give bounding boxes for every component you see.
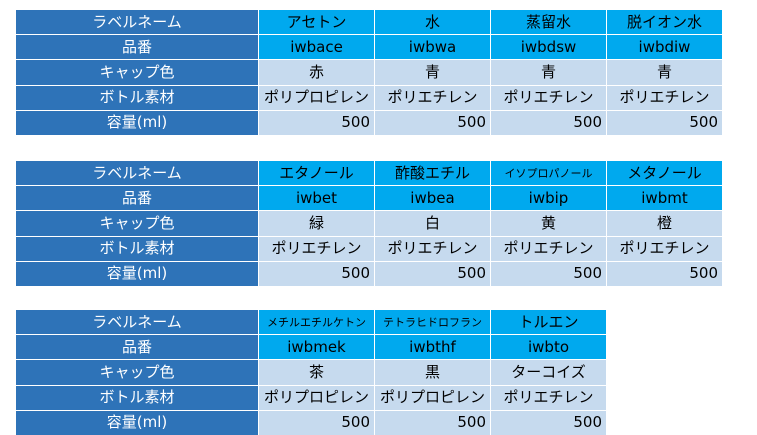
- material-cell: ポリエチレン: [491, 85, 606, 110]
- volume-cell: 500: [607, 261, 722, 286]
- part-number-cell: iwbwa: [375, 35, 490, 60]
- cap-color-cell: 黄: [491, 211, 606, 236]
- volume-cell: 500: [375, 261, 490, 286]
- volume-cell: 500: [375, 110, 490, 135]
- cap-color-cell: 橙: [607, 211, 722, 236]
- bottle-table-3: ラベルネーム メチルエチルケトン テトラヒドロフラン トルエン 品番 iwbme…: [16, 310, 606, 435]
- label-name-cell: イソプロパノール: [491, 161, 606, 186]
- row-label-bottle-material: ボトル素材: [16, 236, 258, 261]
- label-name-cell: アセトン: [259, 10, 374, 35]
- row-label-bottle-material: ボトル素材: [16, 85, 258, 110]
- label-name-cell: メチルエチルケトン: [259, 310, 374, 335]
- cap-color-cell: 黒: [375, 360, 490, 385]
- cap-color-cell: 青: [491, 60, 606, 85]
- row-label-cap-color: キャップ色: [16, 60, 258, 85]
- row-label-volume: 容量(ml): [16, 410, 258, 435]
- row-label-volume: 容量(ml): [16, 261, 258, 286]
- row-label-bottle-material: ボトル素材: [16, 385, 258, 410]
- part-number-cell: iwbmek: [259, 335, 374, 360]
- label-name-cell: 蒸留水: [491, 10, 606, 35]
- row-label-part-number: 品番: [16, 186, 258, 211]
- cap-color-cell: 緑: [259, 211, 374, 236]
- material-cell: ポリプロピレン: [259, 385, 374, 410]
- material-cell: ポリエチレン: [375, 85, 490, 110]
- material-cell: ポリエチレン: [375, 236, 490, 261]
- volume-cell: 500: [375, 410, 490, 435]
- bottle-table-1: ラベルネーム アセトン 水 蒸留水 脱イオン水 品番 iwbace iwbwa …: [16, 10, 722, 135]
- material-cell: ポリエチレン: [491, 236, 606, 261]
- volume-cell: 500: [259, 410, 374, 435]
- bottle-table-2: ラベルネーム エタノール 酢酸エチル イソプロパノール メタノール 品番 iwb…: [16, 161, 722, 286]
- label-name-cell: 酢酸エチル: [375, 161, 490, 186]
- cap-color-cell: 茶: [259, 360, 374, 385]
- row-label-label-name: ラベルネーム: [16, 161, 258, 186]
- material-cell: ポリエチレン: [491, 385, 606, 410]
- row-label-cap-color: キャップ色: [16, 211, 258, 236]
- part-number-cell: iwbet: [259, 186, 374, 211]
- volume-cell: 500: [259, 261, 374, 286]
- part-number-cell: iwbdiw: [607, 35, 722, 60]
- material-cell: ポリプロピレン: [375, 385, 490, 410]
- volume-cell: 500: [607, 110, 722, 135]
- volume-cell: 500: [259, 110, 374, 135]
- material-cell: ポリエチレン: [607, 236, 722, 261]
- row-label-label-name: ラベルネーム: [16, 10, 258, 35]
- row-label-cap-color: キャップ色: [16, 360, 258, 385]
- cap-color-cell: 赤: [259, 60, 374, 85]
- cap-color-cell: 白: [375, 211, 490, 236]
- volume-cell: 500: [491, 110, 606, 135]
- label-name-cell: テトラヒドロフラン: [375, 310, 490, 335]
- label-name-cell: エタノール: [259, 161, 374, 186]
- material-cell: ポリエチレン: [259, 236, 374, 261]
- volume-cell: 500: [491, 261, 606, 286]
- volume-cell: 500: [491, 410, 606, 435]
- label-name-cell: トルエン: [491, 310, 606, 335]
- row-label-label-name: ラベルネーム: [16, 310, 258, 335]
- material-cell: ポリエチレン: [607, 85, 722, 110]
- part-number-cell: iwbea: [375, 186, 490, 211]
- material-cell: ポリプロピレン: [259, 85, 374, 110]
- label-name-cell: 水: [375, 10, 490, 35]
- label-name-cell: メタノール: [607, 161, 722, 186]
- row-label-part-number: 品番: [16, 35, 258, 60]
- cap-color-cell: 青: [375, 60, 490, 85]
- part-number-cell: iwbthf: [375, 335, 490, 360]
- cap-color-cell: ターコイズ: [491, 360, 606, 385]
- part-number-cell: iwbace: [259, 35, 374, 60]
- part-number-cell: iwbdsw: [491, 35, 606, 60]
- part-number-cell: iwbip: [491, 186, 606, 211]
- label-name-cell: 脱イオン水: [607, 10, 722, 35]
- row-label-volume: 容量(ml): [16, 110, 258, 135]
- row-label-part-number: 品番: [16, 335, 258, 360]
- part-number-cell: iwbto: [491, 335, 606, 360]
- cap-color-cell: 青: [607, 60, 722, 85]
- part-number-cell: iwbmt: [607, 186, 722, 211]
